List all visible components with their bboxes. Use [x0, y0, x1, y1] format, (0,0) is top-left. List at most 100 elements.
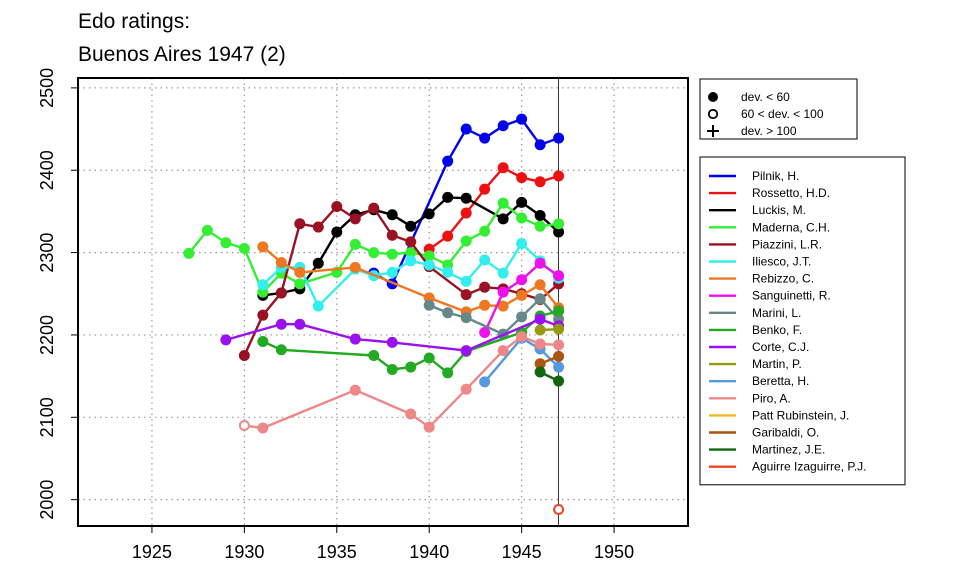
data-point [183, 247, 195, 259]
data-point [312, 300, 324, 312]
legend-label: Luckis, M. [752, 203, 806, 217]
series-garibaldi-o [534, 350, 565, 370]
data-point [294, 318, 306, 330]
data-point [516, 274, 528, 286]
data-point [460, 123, 472, 135]
series-layer [183, 113, 565, 516]
data-point [516, 311, 528, 323]
data-point [238, 350, 250, 362]
data-point [516, 238, 528, 250]
data-point [405, 236, 417, 248]
data-point [423, 259, 435, 271]
series-piazzini-l-r [238, 200, 565, 362]
open-circle-icon [707, 108, 719, 120]
legend-label: Piazzini, L.R. [752, 237, 822, 251]
data-point [460, 275, 472, 287]
data-point [349, 333, 361, 345]
y-tick-label: 2100 [37, 397, 57, 437]
data-point [368, 247, 380, 259]
data-point [238, 242, 250, 254]
data-point [553, 270, 565, 282]
data-point [553, 361, 565, 373]
legend-label: Benko, F. [752, 323, 802, 337]
marker-legend-label: 60 < dev. < 100 [741, 107, 824, 121]
data-point [423, 250, 435, 262]
data-point [534, 366, 546, 378]
data-point [479, 299, 491, 311]
series-rossetto-h-d [423, 162, 565, 255]
data-point [497, 286, 509, 298]
chart-subtitle: Buenos Aires 1947 (2) [78, 43, 286, 66]
data-point [497, 120, 509, 132]
data-point [497, 345, 509, 357]
data-point [294, 218, 306, 230]
data-point [516, 289, 528, 301]
data-point [275, 344, 287, 356]
data-point [497, 213, 509, 225]
data-point [553, 305, 565, 317]
data-point [553, 218, 565, 230]
data-point [312, 257, 324, 269]
plot-area-frame [77, 77, 689, 527]
data-point [553, 375, 565, 387]
data-point [275, 256, 287, 268]
y-tick-label: 2300 [37, 233, 57, 273]
data-point [497, 162, 509, 174]
series-martin-p [534, 323, 565, 336]
data-point [405, 247, 417, 259]
data-point [479, 326, 491, 338]
data-point [423, 299, 435, 311]
data-point [257, 309, 269, 321]
data-point [460, 312, 472, 324]
legend-label: Martinez, J.E. [752, 443, 825, 457]
data-point-open [238, 420, 250, 432]
data-point [516, 331, 528, 343]
data-point [479, 281, 491, 293]
legend-label: Pilnik, H. [752, 169, 799, 183]
marker-legend-label: dev. < 60 [741, 90, 790, 104]
marker-legend: dev. < 60 60 < dev. < 100 dev. > 100 [699, 78, 858, 140]
filled-circle-icon [708, 92, 718, 102]
data-point [534, 220, 546, 232]
data-point [534, 293, 546, 305]
data-point [553, 170, 565, 182]
data-point [534, 324, 546, 336]
data-point [368, 202, 380, 214]
data-point [331, 226, 343, 238]
data-point [534, 358, 546, 370]
data-point [497, 197, 509, 209]
data-point [553, 132, 565, 144]
legend-label: Piro, A. [752, 391, 791, 405]
data-point [386, 336, 398, 348]
marker-legend-label: dev. > 100 [741, 124, 797, 138]
series-sanguinetti-r [479, 257, 565, 338]
data-point [479, 132, 491, 144]
data-point [534, 338, 546, 350]
data-point [442, 266, 454, 278]
data-point [405, 255, 417, 267]
series-aguirre-izaguirre-p-j [553, 504, 565, 516]
data-point [442, 191, 454, 203]
x-tick-label: 1925 [132, 542, 172, 562]
legend-label: Aguirre Izaguirre, P.J. [752, 460, 867, 474]
data-point [257, 241, 269, 253]
data-point [553, 226, 565, 238]
series-line [261, 242, 560, 308]
data-point [386, 209, 398, 221]
data-point [442, 155, 454, 167]
data-point [460, 235, 472, 247]
data-point [349, 238, 361, 250]
x-tick-label: 1935 [317, 542, 357, 562]
data-point [534, 139, 546, 151]
data-point [294, 278, 306, 290]
data-point [479, 183, 491, 195]
data-point [516, 196, 528, 208]
data-point [497, 267, 509, 279]
x-tick-label: 1945 [502, 542, 542, 562]
data-point [386, 364, 398, 376]
marker-legend-box [699, 78, 858, 140]
data-point [479, 225, 491, 237]
data-point [442, 307, 454, 319]
data-point [201, 224, 213, 236]
